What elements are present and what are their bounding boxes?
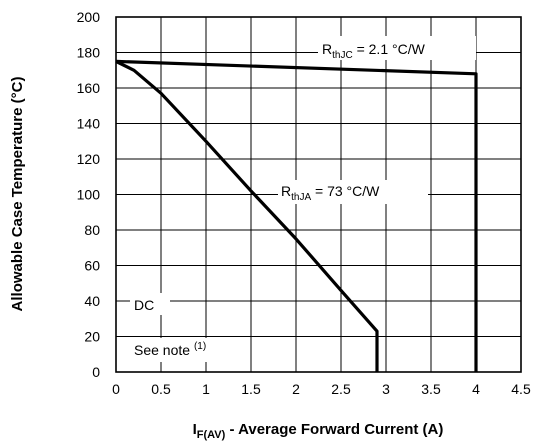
y-tick-labels: 0 20 40 60 80 100 120 140 160 180 200 (77, 9, 101, 380)
x-tick-labels: 0 0.5 1 1.5 2 2.5 3 3.5 4 4.5 (112, 381, 531, 397)
y-tick-label: 100 (77, 187, 101, 203)
y-tick-label: 120 (77, 151, 101, 167)
series-line-0 (115, 59, 478, 372)
x-tick-label: 1.5 (241, 381, 261, 397)
annotation-dc: DC (130, 293, 170, 315)
annotation-rthja-bg (278, 180, 428, 204)
x-tick-label: 4.5 (511, 381, 531, 397)
x-tick-label: 2.5 (331, 381, 351, 397)
x-tick-label: 3 (382, 381, 390, 397)
annotation-see-note-text: See note (1) (134, 341, 206, 358)
series-line-1 (115, 59, 379, 372)
y-axis-label: Allowable Case Temperature (°C) (9, 77, 26, 312)
y-tick-label: 40 (84, 293, 100, 309)
annotation-see-note: See note (1) (130, 338, 232, 362)
annotation-rthja-text: RthJA = 73 °C/W (281, 183, 380, 203)
series-group (115, 59, 478, 372)
x-tick-label: 1 (202, 381, 210, 397)
y-tick-label: 20 (84, 329, 100, 345)
annotation-rthja: RthJA = 73 °C/W (278, 180, 428, 204)
annotation-see-note-bg (130, 338, 232, 362)
x-tick-label: 2 (292, 381, 300, 397)
y-tick-label: 160 (77, 80, 101, 96)
x-axis-label: IF(AV) - Average Forward Current (A) (193, 421, 444, 441)
y-tick-label: 140 (77, 116, 101, 132)
annotation-rthjc-bg (318, 36, 476, 60)
y-tick-label: 80 (84, 222, 100, 238)
annotation-rthjc-text: RthJC = 2.1 °C/W (322, 41, 426, 61)
annotation-dc-bg (130, 293, 170, 315)
plot-frame (115, 16, 522, 373)
x-tick-label: 0 (112, 381, 120, 397)
y-tick-label: 200 (77, 9, 101, 25)
annotation-rthjc: RthJC = 2.1 °C/W (318, 36, 476, 61)
y-tick-label: 0 (92, 364, 100, 380)
x-tick-label: 3.5 (421, 381, 441, 397)
y-tick-label: 60 (84, 258, 100, 274)
y-tick-label: 180 (77, 45, 101, 61)
x-tick-label: 4 (472, 381, 480, 397)
annotation-dc-text: DC (134, 297, 154, 313)
annotations: RthJC = 2.1 °C/W RthJA = 73 °C/W DC See … (130, 36, 476, 362)
x-tick-label: 0.5 (151, 381, 171, 397)
